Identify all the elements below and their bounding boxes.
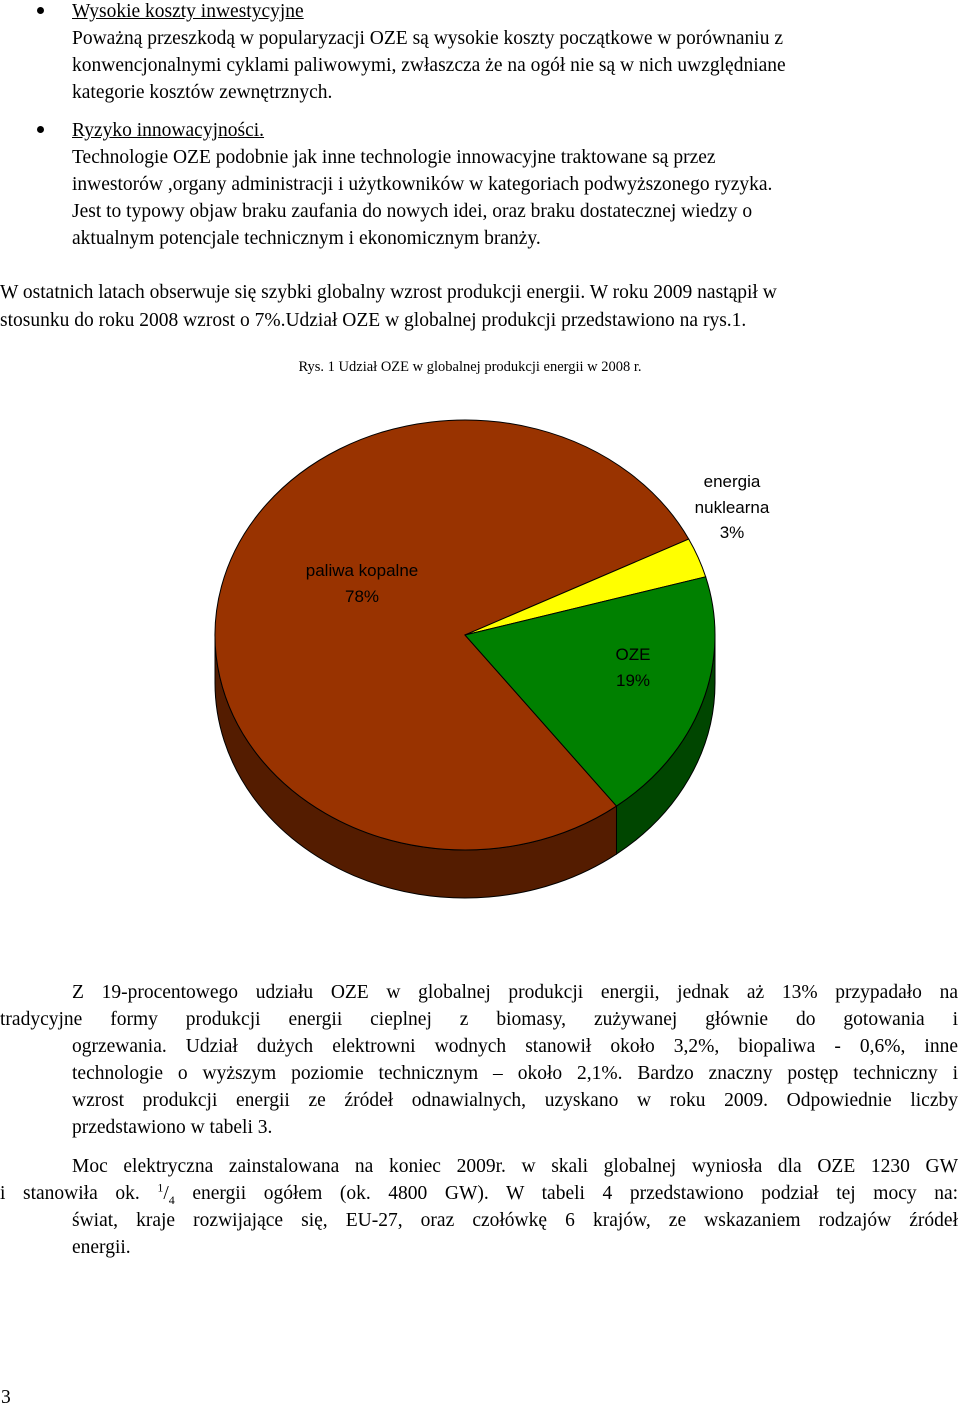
text-run: energii ogółem (ok. 4800 GW). W tabeli 4… (192, 1183, 958, 1204)
category-label: energia nuklearna (694, 472, 770, 517)
text-run: i stanowiła ok. (0, 1183, 140, 1204)
text-line: Jest to typowy objaw braku zaufania do n… (72, 201, 753, 222)
text-line: technologie o wyższym poziomie techniczn… (72, 1063, 958, 1084)
page-number: 3 (1, 1387, 11, 1408)
text-line: Poważną przeszkodą w popularyzacji OZE s… (72, 28, 783, 49)
bullet-heading: Wysokie koszty inwestycyjne (72, 1, 304, 22)
text-line: Technologie OZE podobnie jak inne techno… (72, 147, 716, 168)
text-line: i stanowiła ok. 1/4 energii ogółem (ok. … (0, 1180, 958, 1207)
text-line: aktualnym potencjale technicznym i ekono… (72, 228, 541, 249)
pie-label: paliwa kopalne 78% (252, 558, 472, 609)
text-line: tradycyjne formy produkcji energii ciepl… (0, 1009, 958, 1030)
text-line: Z 19-procentowego udziału OZE w globalne… (72, 982, 958, 1003)
text-run: 4 (168, 1192, 175, 1207)
bullet (37, 7, 44, 14)
text-line: W ostatnich latach obserwuje się szybki … (0, 282, 777, 303)
text-line: konwencjonalnymi cyklami paliwowymi, zwł… (72, 55, 786, 76)
pie-label: OZE 19% (588, 642, 678, 693)
category-label: paliwa kopalne (305, 561, 419, 580)
pie-label: energia nuklearna 3% (677, 469, 787, 546)
text-line: Moc elektryczna zainstalowana na koniec … (72, 1156, 958, 1177)
figure-caption: Rys. 1 Udział OZE w globalnej produkcji … (298, 359, 642, 375)
bullet (37, 126, 44, 133)
value-label: 19% (615, 670, 651, 690)
pie-slice (214, 419, 690, 851)
category-label: OZE (615, 645, 651, 664)
text-line: świat, kraje rozwijające się, EU-27, ora… (72, 1210, 958, 1231)
pie-chart (214, 419, 716, 899)
value-label: 3% (719, 523, 745, 542)
bullet-heading: Ryzyko innowacyjności. (72, 120, 265, 141)
value-label: 78% (344, 586, 380, 606)
text-line: ogrzewania. Udział dużych elektrowni wod… (72, 1036, 958, 1057)
text-line: przedstawiono w tabeli 3. (72, 1117, 273, 1138)
text-line: stosunku do roku 2008 wzrost o 7%.Udział… (0, 310, 747, 331)
text-run: / (163, 1183, 169, 1204)
text-line: wzrost produkcji energii ze źródeł odnaw… (72, 1090, 958, 1111)
text-line: kategorie kosztów zewnętrznych. (72, 82, 333, 103)
text-run: 1 (157, 1180, 164, 1195)
pie-slice (464, 576, 716, 807)
text-line: inwestorów ,organy administracji i użytk… (72, 174, 773, 195)
text-line: energii. (72, 1237, 131, 1258)
